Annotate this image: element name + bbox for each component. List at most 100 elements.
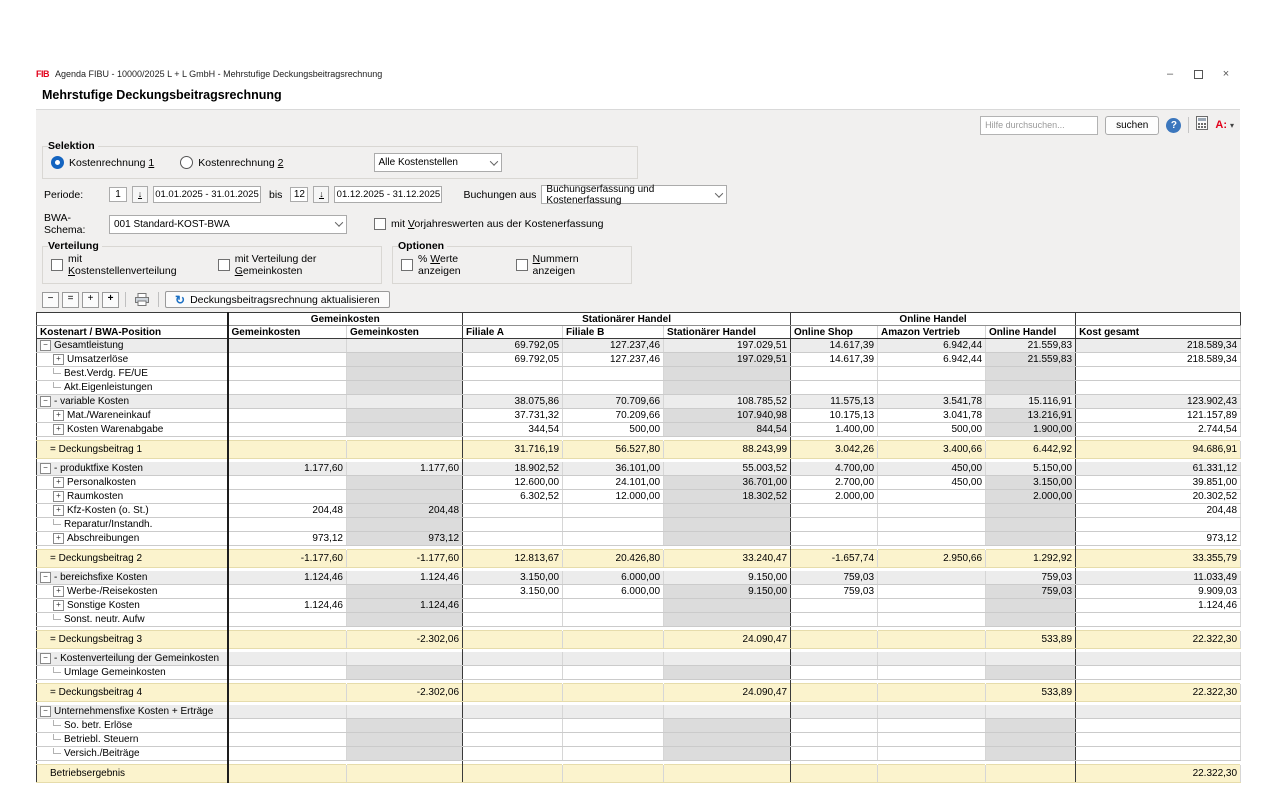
table-row[interactable]: − - variable Kosten 38.075,86 70.709,66 108.… (36, 394, 1242, 409)
collapse-row-icon[interactable]: − (40, 706, 51, 717)
value-cell (985, 598, 1077, 613)
help-icon[interactable]: ? (1166, 117, 1182, 133)
nummern-anzeigen-checkbox[interactable]: Nummern anzeigen (515, 253, 623, 277)
title-bar: FIB Agenda FIBU - 10000/2025 L + L GmbH … (36, 66, 1240, 82)
table-row[interactable]: = Deckungsbeitrag 3 -2.302,06 24.090,47 533… (36, 630, 1242, 649)
table-row[interactable]: So. betr. Erlöse (36, 718, 1242, 733)
table-row[interactable]: Sonst. neutr. Aufw (36, 612, 1242, 627)
expand-row-icon[interactable]: + (53, 424, 64, 435)
collapse-row-icon[interactable]: − (40, 340, 51, 351)
table-row[interactable]: − - bereichsfixe Kosten 1.124,46 1.124,46 3.… (36, 571, 1242, 585)
value-cell: 11.033,49 (1075, 571, 1242, 585)
value-cell (985, 531, 1077, 546)
expand-row-icon[interactable]: + (53, 505, 64, 516)
expand-row-icon[interactable]: + (53, 410, 64, 421)
value-cell: 9.150,00 (663, 571, 792, 585)
table-row[interactable]: + Werbe-/Reisekosten 3.150,00 6.000,00 9.150… (36, 584, 1242, 599)
value-cell (346, 380, 464, 395)
value-cell (462, 718, 564, 733)
table-row[interactable]: + Sonstige Kosten 1.124,46 1.124,46 1.124,46 (36, 598, 1242, 613)
periode-from-picker-icon[interactable]: ↓ (132, 186, 148, 203)
help-search-input[interactable] (980, 115, 1099, 135)
kostenstellen-select[interactable]: Alle Kostenstellen (373, 153, 502, 172)
calculator-icon[interactable] (1196, 115, 1209, 135)
table-row[interactable]: Reparatur/Instandh. (36, 517, 1242, 532)
expand-row-icon[interactable]: + (53, 491, 64, 502)
value-cell: 204,48 (1075, 503, 1242, 518)
collapse-row-icon[interactable]: − (40, 572, 51, 583)
value-cell (877, 665, 987, 680)
value-cell: 1.177,60 (346, 462, 464, 476)
table-row[interactable]: + Mat./Wareneinkauf 37.731,32 70.209,66 107.… (36, 408, 1242, 423)
minimize-icon[interactable]: – (1166, 68, 1174, 80)
value-cell (1075, 705, 1242, 719)
table-row[interactable]: Best.Verdg. FE/UE (36, 366, 1242, 381)
prozent-werte-checkbox[interactable]: % Werte anzeigen (401, 253, 503, 277)
radio-kostenrechnung-1[interactable]: Kostenrechnung 1 (51, 156, 154, 169)
expand-row-icon[interactable]: + (53, 533, 64, 544)
row-label: + Abschreibungen (36, 531, 229, 546)
help-search-button[interactable]: suchen (1105, 115, 1160, 135)
table-row[interactable]: Akt.Eigenleistungen (36, 380, 1242, 395)
value-cell (462, 598, 564, 613)
table-row[interactable]: Versich./Beiträge (36, 746, 1242, 761)
table-row[interactable]: − - produktfixe Kosten 1.177,60 1.177,60 18.… (36, 462, 1242, 476)
expand-all-icon[interactable]: + (102, 291, 119, 308)
optionen-group: Optionen % Werte anzeigen Nummern anzeig… (392, 240, 632, 284)
value-cell: 2.744,54 (1075, 422, 1242, 437)
app-logo-icon: FIB (36, 69, 50, 79)
collapse-row-icon[interactable]: − (40, 463, 51, 474)
table-row[interactable]: + Kosten Warenabgabe 344,54 500,00 844,54 1.4… (36, 422, 1242, 437)
vorjahreswerte-checkbox[interactable]: mit Vorjahreswerten aus der Kostenerfass… (374, 218, 603, 230)
radio-kostenrechnung-2[interactable]: Kostenrechnung 2 (180, 156, 284, 169)
value-cell: 500,00 (562, 422, 665, 437)
value-cell: 36.101,00 (562, 462, 665, 476)
table-row[interactable]: = Deckungsbeitrag 2 -1.177,60 -1.177,60 12.… (36, 549, 1242, 568)
value-cell (663, 503, 792, 518)
table-row[interactable]: Betriebl. Steuern (36, 732, 1242, 747)
table-row[interactable]: − Unternehmensfixe Kosten + Erträge (36, 705, 1242, 719)
table-row[interactable]: Umlage Gemeinkosten (36, 665, 1242, 680)
table-row[interactable]: Betriebsergebnis 22.322,30 (36, 764, 1242, 783)
column-header: Gemeinkosten (346, 325, 464, 339)
periode-to-input[interactable] (290, 187, 309, 202)
refresh-button[interactable]: ↻ Deckungsbeitragsrechnung aktualisieren (165, 291, 390, 308)
table-row[interactable]: + Kfz-Kosten (o. St.) 204,48 204,48 204,48 (36, 503, 1242, 518)
buchungen-select[interactable]: Buchungserfassung und Kostenerfassung (541, 184, 728, 206)
table-row[interactable]: + Umsatzerlöse 69.792,05 127.237,46 197.029,… (36, 352, 1242, 367)
kostenstellenverteilung-checkbox[interactable]: mit Kostenstellenverteilung (51, 253, 182, 277)
account-menu[interactable]: A: ▾ (1215, 119, 1234, 131)
table-row[interactable]: = Deckungsbeitrag 1 31.716,19 56.527,80 88.… (36, 440, 1242, 459)
collapse-all-icon[interactable]: = (62, 291, 79, 308)
table-row[interactable]: − - Kostenverteilung der Gemeinkosten (36, 652, 1242, 666)
value-cell (346, 584, 464, 599)
expand-icon[interactable]: + (82, 291, 99, 308)
table-row[interactable]: + Raumkosten 6.302,52 12.000,00 18.302,52 2.0… (36, 489, 1242, 504)
spacer-row (36, 545, 1241, 550)
value-cell: 1.124,46 (1075, 598, 1242, 613)
value-cell: 33.355,79 (1075, 549, 1242, 568)
expand-row-icon[interactable]: + (53, 354, 64, 365)
value-cell: 533,89 (985, 630, 1077, 649)
collapse-icon[interactable]: − (42, 291, 59, 308)
periode-to-picker-icon[interactable]: ↓ (313, 186, 330, 203)
verteilung-gemeinkosten-checkbox[interactable]: mit Verteilung der Gemeinkosten (217, 253, 373, 277)
spacer-row (36, 567, 1241, 571)
table-row[interactable]: + Abschreibungen 973,12 973,12 973,12 (36, 531, 1242, 546)
periode-from-input[interactable] (109, 187, 127, 202)
table-row[interactable]: + Personalkosten 12.600,00 24.101,00 36.701,… (36, 475, 1242, 490)
collapse-row-icon[interactable]: − (40, 396, 51, 407)
print-icon[interactable] (132, 292, 152, 308)
bwa-schema-select[interactable]: 001 Standard-KOST-BWA (109, 214, 347, 234)
close-icon[interactable]: × (1222, 68, 1230, 80)
value-cell: 20.426,80 (562, 549, 665, 568)
collapse-row-icon[interactable]: − (40, 653, 51, 664)
expand-row-icon[interactable]: + (53, 477, 64, 488)
table-row[interactable]: = Deckungsbeitrag 4 -2.302,06 24.090,47 533… (36, 683, 1242, 702)
maximize-icon[interactable] (1184, 69, 1212, 79)
value-cell (663, 732, 792, 747)
value-cell (462, 764, 564, 783)
expand-row-icon[interactable]: + (53, 586, 64, 597)
table-row[interactable]: − Gesamtleistung 69.792,05 127.237,46 197.02… (36, 338, 1242, 353)
expand-row-icon[interactable]: + (53, 600, 64, 611)
